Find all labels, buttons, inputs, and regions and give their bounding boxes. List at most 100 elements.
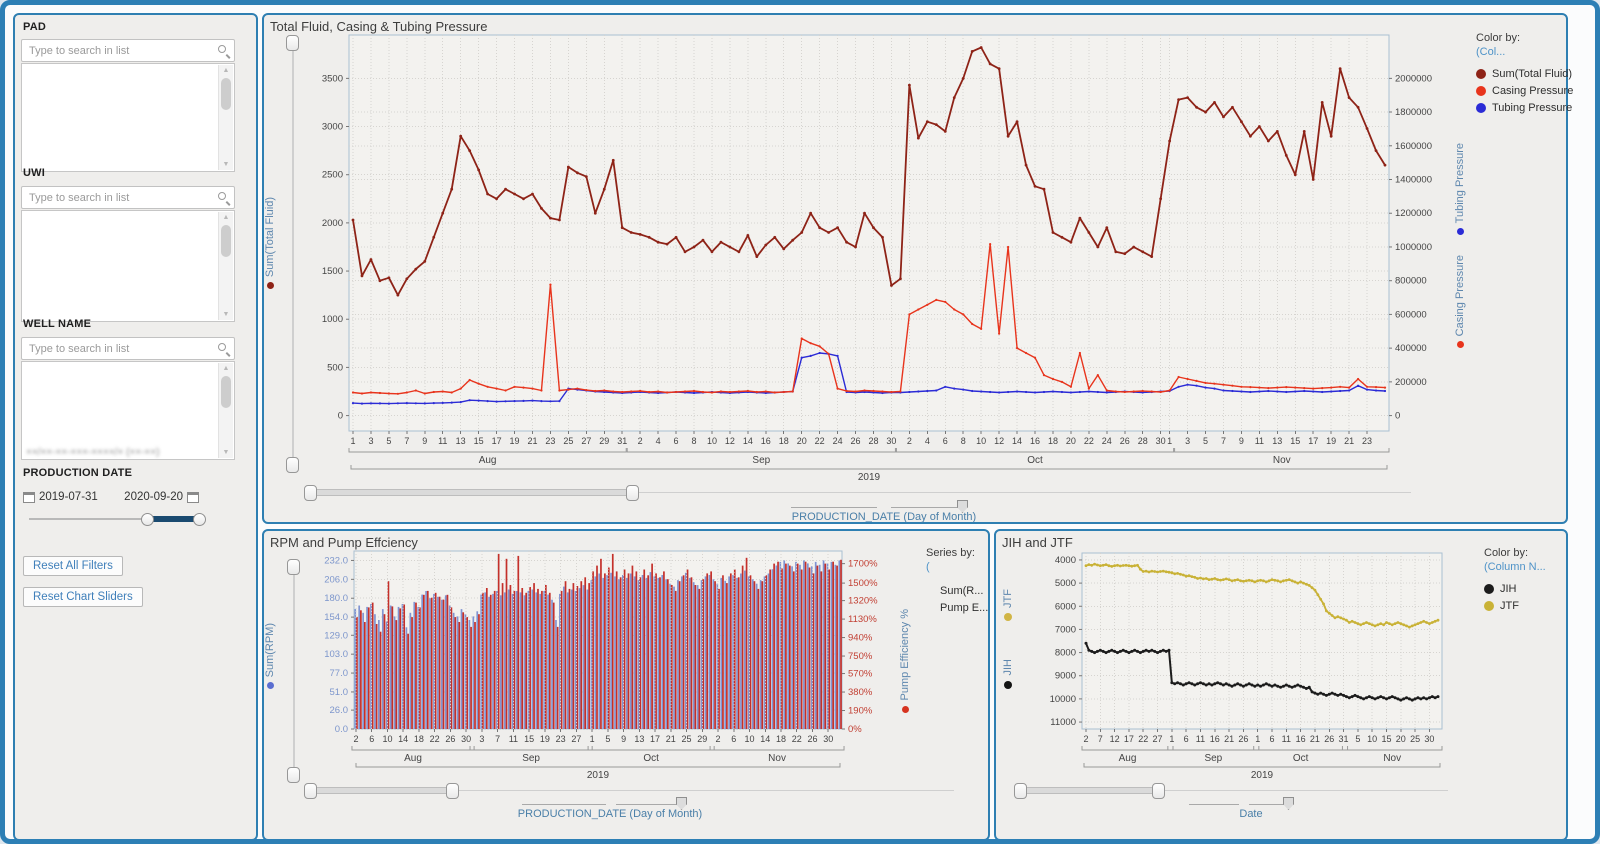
legend-item[interactable]: Casing Pressure bbox=[1476, 85, 1573, 97]
svg-text:1200000: 1200000 bbox=[1395, 208, 1432, 219]
reset-all-filters-button[interactable]: Reset All Filters bbox=[23, 556, 123, 576]
scroll-thumb[interactable] bbox=[221, 225, 231, 257]
svg-text:26: 26 bbox=[1324, 734, 1334, 744]
svg-text:500: 500 bbox=[327, 362, 343, 373]
svg-text:2500: 2500 bbox=[322, 170, 343, 181]
axis-selector-handle[interactable] bbox=[676, 797, 687, 810]
jih-h-slider-handle-left[interactable] bbox=[1014, 783, 1027, 799]
date-slider-handle-right[interactable] bbox=[193, 513, 206, 526]
svg-text:2000: 2000 bbox=[322, 218, 343, 229]
legend-item[interactable]: Sum(Total Fluid) bbox=[1476, 68, 1573, 80]
fluid-x-axis-selector[interactable]: PRODUCTION_DATE (Day of Month) bbox=[791, 511, 977, 523]
wellname-list[interactable]: ××/××-××-×××-××××/× (××-××) ▲ ▼ bbox=[21, 361, 235, 460]
scroll-thumb[interactable] bbox=[221, 78, 231, 110]
svg-text:18: 18 bbox=[776, 734, 786, 744]
scroll-down-icon[interactable]: ▼ bbox=[222, 161, 230, 168]
scroll-down-icon[interactable]: ▼ bbox=[222, 311, 230, 318]
scroll-thumb[interactable] bbox=[221, 376, 231, 408]
fluid-vertical-slider-handle-top[interactable] bbox=[286, 35, 299, 51]
rpm-h-slider-range[interactable] bbox=[311, 787, 453, 794]
svg-text:21: 21 bbox=[1224, 734, 1234, 744]
svg-text:200000: 200000 bbox=[1395, 377, 1427, 388]
scroll-up-icon[interactable]: ▲ bbox=[222, 365, 230, 372]
fluid-h-slider-handle-right[interactable] bbox=[626, 485, 639, 501]
fluid-h-slider-track[interactable] bbox=[306, 492, 1411, 493]
rpm-vertical-slider-handle-top[interactable] bbox=[287, 559, 300, 575]
scroll-down-icon[interactable]: ▼ bbox=[222, 449, 230, 456]
jih-h-slider-handle-right[interactable] bbox=[1152, 783, 1165, 799]
fluid-vertical-slider-track[interactable] bbox=[292, 41, 294, 471]
legend-item[interactable]: JTF bbox=[1484, 600, 1546, 612]
fluid-h-slider-range[interactable] bbox=[311, 489, 633, 496]
wellname-search-input[interactable] bbox=[27, 339, 211, 358]
svg-text:232.0: 232.0 bbox=[324, 555, 348, 566]
scroll-up-icon[interactable]: ▲ bbox=[222, 67, 230, 74]
scrollbar[interactable]: ▲ ▼ bbox=[218, 65, 233, 170]
svg-text:6: 6 bbox=[1270, 734, 1275, 744]
casing-pressure-axis-label: Casing Pressure bbox=[1454, 255, 1466, 349]
date-slider-track[interactable] bbox=[29, 518, 149, 520]
svg-text:Aug: Aug bbox=[404, 753, 422, 764]
svg-text:1800000: 1800000 bbox=[1395, 107, 1432, 118]
rpm-chart-svg[interactable]: 0.0 26.0 51.0 77.0 103.0 129.0 154.0 180.0 206.0… bbox=[300, 545, 908, 789]
color-by-link[interactable]: (Column N... bbox=[1484, 561, 1546, 573]
pad-search-input[interactable] bbox=[27, 41, 211, 60]
rpm-x-axis-selector[interactable]: PRODUCTION_DATE (Day of Month) bbox=[517, 808, 703, 820]
jih-h-slider-track[interactable] bbox=[1016, 790, 1448, 791]
rpm-vertical-slider-handle-bottom[interactable] bbox=[287, 767, 300, 783]
scrollbar[interactable]: ▲ ▼ bbox=[218, 212, 233, 320]
date-start-value[interactable]: 2019-07-31 bbox=[39, 491, 98, 503]
fluid-vertical-slider-handle-bottom[interactable] bbox=[286, 457, 299, 473]
axis-selector-handle[interactable] bbox=[1283, 797, 1294, 810]
legend-dot-icon bbox=[1476, 103, 1486, 113]
axis-selector-handle[interactable] bbox=[957, 500, 968, 513]
jih-x-axis-selector[interactable]: Date bbox=[1239, 808, 1263, 820]
production-date-values: 2019-07-31 2020-09-20 bbox=[23, 491, 199, 503]
svg-text:3500: 3500 bbox=[322, 73, 343, 84]
rpm-h-slider-handle-right[interactable] bbox=[446, 783, 459, 799]
rpm-h-slider-track[interactable] bbox=[306, 790, 954, 791]
svg-text:Nov: Nov bbox=[768, 753, 786, 764]
axis-selector-line bbox=[616, 804, 682, 805]
production-date-label: PRODUCTION DATE bbox=[23, 467, 133, 479]
legend-item[interactable]: Sum(R... bbox=[926, 585, 988, 597]
calendar-icon[interactable] bbox=[187, 491, 199, 503]
rpm-vertical-slider-track[interactable] bbox=[293, 565, 295, 781]
production-date-slider[interactable] bbox=[23, 511, 206, 527]
fluid-chart-svg[interactable]: 0 200000 400000 600000 800000 1000000 1200000 1… bbox=[304, 27, 1514, 495]
legend-item[interactable]: Tubing Pressure bbox=[1476, 102, 1573, 114]
svg-text:1500: 1500 bbox=[322, 266, 343, 277]
series-by-link[interactable]: ( bbox=[926, 561, 930, 573]
rpm-h-slider-handle-left[interactable] bbox=[304, 783, 317, 799]
scroll-up-icon[interactable]: ▲ bbox=[222, 214, 230, 221]
scrollbar[interactable]: ▲ ▼ bbox=[218, 363, 233, 458]
svg-text:31: 31 bbox=[1339, 734, 1349, 744]
date-end-value[interactable]: 2020-09-20 bbox=[124, 491, 183, 503]
fluid-chart-title: Total Fluid, Casing & Tubing Pressure bbox=[270, 19, 488, 34]
fluid-h-slider-handle-left[interactable] bbox=[304, 485, 317, 501]
legend-item[interactable]: Pump E... bbox=[926, 602, 988, 614]
date-slider-range[interactable] bbox=[148, 516, 198, 522]
pad-list[interactable]: ▲ ▼ bbox=[21, 63, 235, 172]
svg-text:9: 9 bbox=[422, 436, 427, 446]
uwi-search-input[interactable] bbox=[27, 188, 211, 207]
reset-chart-sliders-button[interactable]: Reset Chart Sliders bbox=[23, 587, 143, 607]
svg-text:11: 11 bbox=[1282, 734, 1291, 744]
color-by-link[interactable]: (Col... bbox=[1476, 46, 1506, 58]
obscured-well-item[interactable]: ××/××-××-×××-××××/× (××-××) bbox=[26, 447, 160, 458]
svg-text:22: 22 bbox=[792, 734, 802, 744]
jih-h-slider-range[interactable] bbox=[1021, 787, 1159, 794]
svg-text:30: 30 bbox=[886, 436, 896, 446]
uwi-list[interactable]: ▲ ▼ bbox=[21, 210, 235, 322]
svg-text:25: 25 bbox=[1410, 734, 1420, 744]
calendar-icon[interactable] bbox=[23, 491, 35, 503]
svg-text:3: 3 bbox=[368, 436, 373, 446]
svg-text:26: 26 bbox=[1120, 436, 1130, 446]
search-icon bbox=[217, 44, 230, 57]
svg-text:10: 10 bbox=[1367, 734, 1377, 744]
rpm-chart-title: RPM and Pump Effciency bbox=[270, 535, 418, 550]
date-slider-handle-left[interactable] bbox=[141, 513, 154, 526]
legend-item[interactable]: JIH bbox=[1484, 583, 1546, 595]
